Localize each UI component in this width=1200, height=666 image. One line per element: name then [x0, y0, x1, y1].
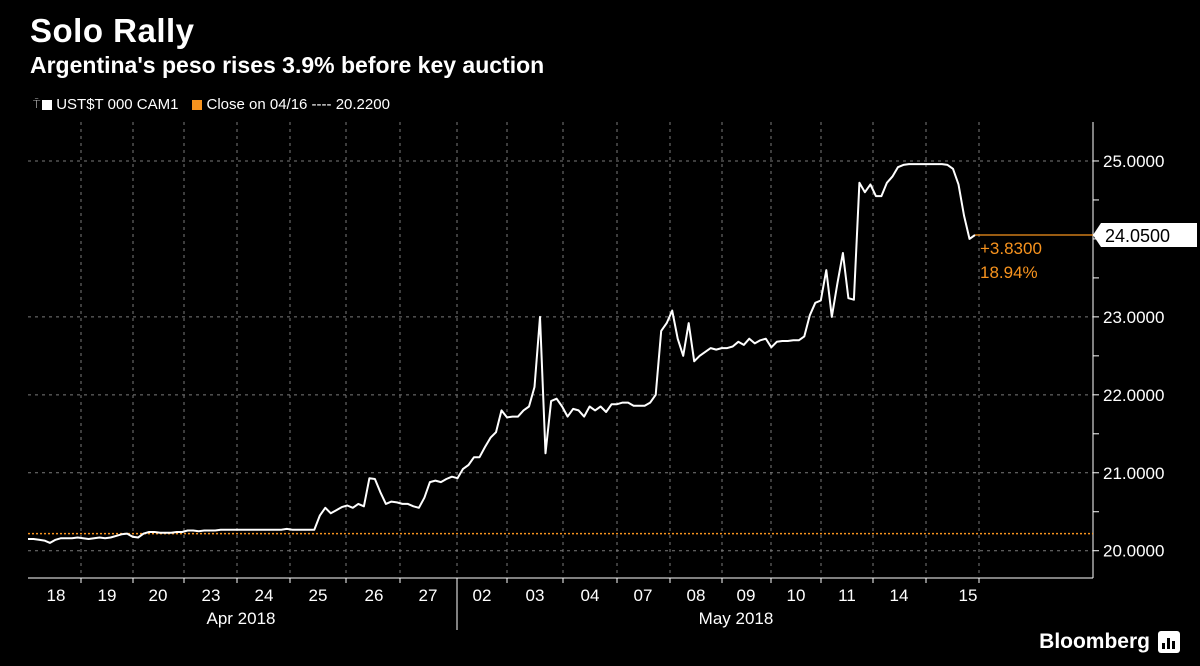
legend-line-icon: ⍑	[33, 97, 41, 111]
y-tick-label: 25.0000	[1103, 152, 1164, 171]
legend-reference-label: Close on 04/16 ---- 20.2200	[206, 96, 390, 113]
series-line	[28, 163, 976, 544]
x-tick-label: 07	[634, 586, 653, 605]
x-tick-label: 24	[255, 586, 274, 605]
x-tick-label: 14	[890, 586, 909, 605]
legend-reference-swatch	[192, 99, 203, 110]
x-tick-label: 20	[149, 586, 168, 605]
bar-chart-icon	[1158, 631, 1180, 653]
change-pct-label: 18.94%	[980, 263, 1038, 282]
x-tick-label: 04	[581, 586, 600, 605]
y-tick-label: 22.0000	[1103, 386, 1164, 405]
y-tick-label: 20.0000	[1103, 542, 1164, 561]
x-tick-label: 02	[473, 586, 492, 605]
month-label: May 2018	[699, 609, 774, 628]
last-value-label: 24.0500	[1105, 226, 1170, 246]
x-tick-label: 10	[787, 586, 806, 605]
x-tick-label: 26	[365, 586, 384, 605]
change-label: +3.8300	[980, 239, 1042, 258]
x-tick-label: 19	[98, 586, 117, 605]
x-tick-label: 18	[47, 586, 66, 605]
x-tick-label: 03	[526, 586, 545, 605]
x-tick-label: 11	[838, 586, 856, 605]
y-tick-label: 21.0000	[1103, 464, 1164, 483]
chart-title: Solo Rally	[30, 12, 195, 49]
last-value-tag	[1093, 223, 1197, 248]
x-tick-label: 08	[687, 586, 706, 605]
x-tick-label: 27	[419, 586, 438, 605]
x-tick-label: 15	[959, 586, 978, 605]
y-tick-label: 23.0000	[1103, 308, 1164, 327]
x-tick-label: 25	[309, 586, 328, 605]
x-tick-label: 23	[202, 586, 221, 605]
legend-series-swatch	[42, 99, 53, 110]
month-label: Apr 2018	[207, 609, 276, 628]
x-tick-label: 09	[737, 586, 756, 605]
legend: ⍑ UST$T 000 CAM1 Close on 04/16 ---- 20.…	[33, 96, 390, 113]
brand-name: Bloomberg	[1039, 630, 1150, 653]
legend-series-label: UST$T 000 CAM1	[56, 96, 179, 113]
bloomberg-logo: Bloomberg	[1039, 630, 1180, 654]
chart-subtitle: Argentina's peso rises 3.9% before key a…	[30, 52, 545, 78]
